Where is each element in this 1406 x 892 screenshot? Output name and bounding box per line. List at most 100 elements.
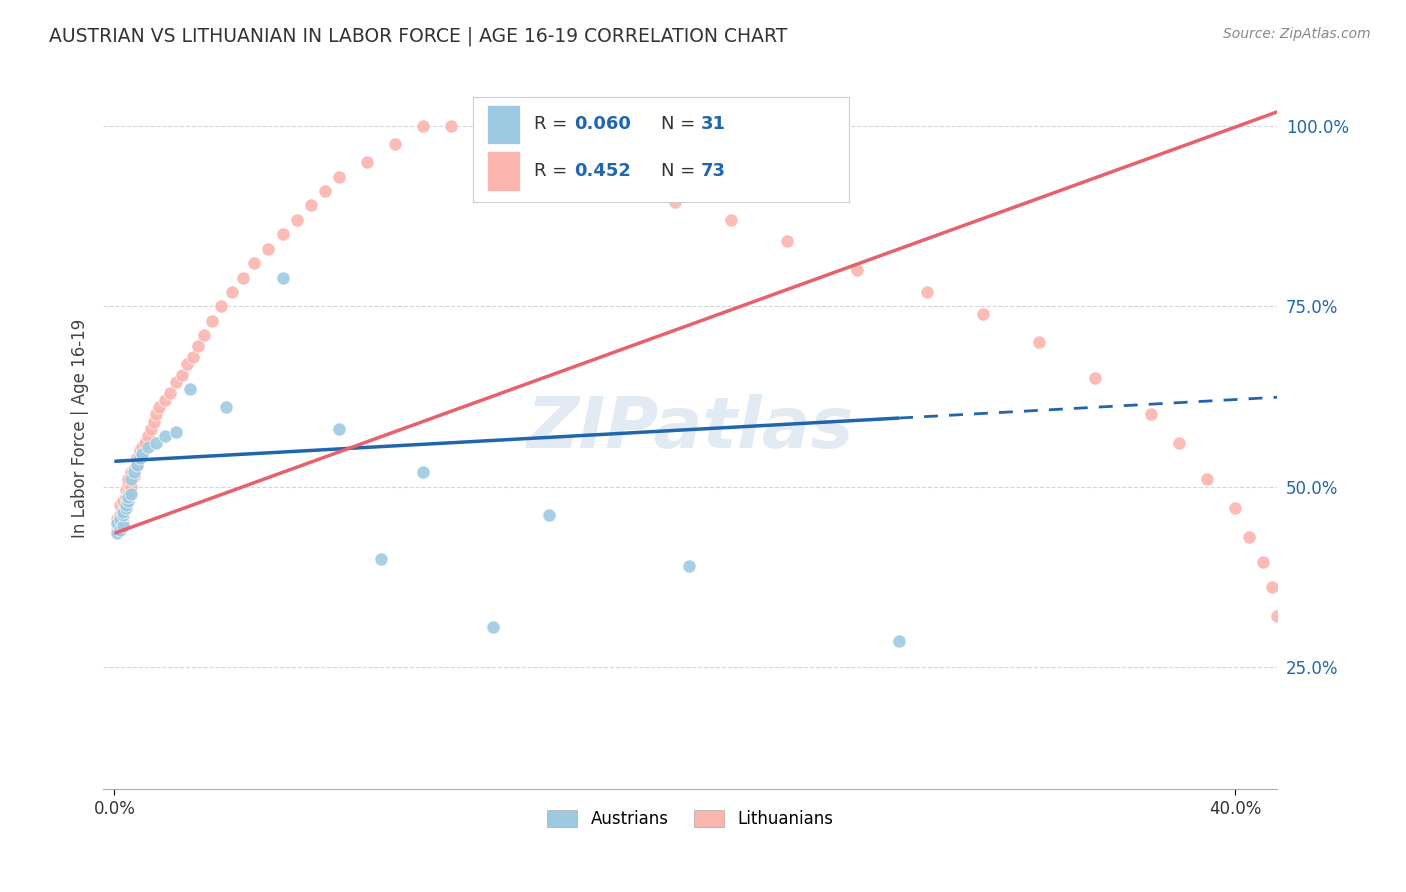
Point	[215, 401, 238, 415]
Point	[467, 119, 489, 133]
Point	[111, 494, 134, 508]
Point	[299, 198, 322, 212]
Point	[1084, 371, 1107, 385]
Point	[285, 212, 308, 227]
Point	[122, 461, 145, 475]
Point	[131, 440, 153, 454]
Text: 0.060: 0.060	[574, 115, 631, 134]
Point	[1239, 530, 1261, 544]
Point	[165, 425, 187, 440]
Point	[181, 350, 204, 364]
Point	[136, 429, 159, 443]
Point	[122, 465, 145, 479]
FancyBboxPatch shape	[486, 104, 520, 145]
Point	[108, 508, 131, 523]
Point	[915, 285, 938, 299]
Point	[117, 494, 139, 508]
Point	[384, 137, 406, 152]
Point	[139, 422, 162, 436]
Point	[114, 491, 136, 505]
Point	[328, 422, 350, 436]
Bar	[472, 97, 849, 202]
Point	[131, 447, 153, 461]
Point	[105, 526, 128, 541]
Point	[720, 212, 742, 227]
Point	[579, 162, 602, 177]
Text: AUSTRIAN VS LITHUANIAN IN LABOR FORCE | AGE 16-19 CORRELATION CHART: AUSTRIAN VS LITHUANIAN IN LABOR FORCE | …	[49, 27, 787, 46]
Point	[481, 620, 503, 634]
Point	[105, 512, 128, 526]
Text: ZIPatlas: ZIPatlas	[527, 394, 853, 463]
Point	[117, 475, 139, 490]
Point	[114, 483, 136, 497]
Point	[117, 487, 139, 501]
Point	[1140, 408, 1163, 422]
Point	[257, 242, 280, 256]
Point	[776, 235, 799, 249]
Point	[108, 512, 131, 526]
Point	[105, 523, 128, 537]
Point	[145, 408, 167, 422]
Point	[148, 401, 170, 415]
Point	[125, 458, 148, 472]
Point	[412, 465, 434, 479]
Point	[1261, 581, 1284, 595]
Text: 0.452: 0.452	[574, 162, 631, 180]
Point	[607, 177, 630, 191]
Point	[122, 468, 145, 483]
Point	[125, 450, 148, 465]
Point	[1028, 335, 1050, 350]
Legend: Austrians, Lithuanians: Austrians, Lithuanians	[541, 804, 839, 835]
Point	[105, 516, 128, 530]
Point	[664, 194, 686, 209]
Y-axis label: In Labor Force | Age 16-19: In Labor Force | Age 16-19	[72, 319, 89, 539]
Text: N =: N =	[661, 162, 702, 180]
Point	[108, 498, 131, 512]
Point	[1197, 472, 1219, 486]
Point	[114, 498, 136, 512]
Point	[108, 523, 131, 537]
Text: Source: ZipAtlas.com: Source: ZipAtlas.com	[1223, 27, 1371, 41]
Point	[153, 429, 176, 443]
Point	[125, 458, 148, 472]
Point	[314, 184, 336, 198]
Text: N =: N =	[661, 115, 702, 134]
Point	[128, 450, 150, 465]
Point	[134, 436, 156, 450]
Point	[678, 558, 700, 573]
Point	[1225, 501, 1247, 516]
Point	[111, 519, 134, 533]
Point	[117, 472, 139, 486]
Text: 73: 73	[700, 162, 725, 180]
Text: R =: R =	[534, 115, 574, 134]
Point	[128, 443, 150, 458]
Point	[271, 270, 294, 285]
Point	[1168, 436, 1191, 450]
Point	[370, 551, 392, 566]
Point	[111, 505, 134, 519]
Point	[142, 415, 165, 429]
Point	[111, 505, 134, 519]
Point	[1267, 609, 1289, 624]
Point	[328, 169, 350, 184]
Point	[108, 519, 131, 533]
Text: R =: R =	[534, 162, 574, 180]
Point	[136, 440, 159, 454]
Point	[120, 487, 142, 501]
Point	[120, 472, 142, 486]
Point	[176, 357, 198, 371]
Point	[153, 392, 176, 407]
Point	[1253, 555, 1275, 569]
Point	[523, 134, 546, 148]
Point	[440, 119, 463, 133]
FancyBboxPatch shape	[486, 152, 520, 191]
Point	[111, 516, 134, 530]
Point	[145, 436, 167, 450]
Point	[114, 501, 136, 516]
Point	[221, 285, 243, 299]
Point	[887, 634, 910, 648]
Point	[846, 263, 869, 277]
Point	[243, 256, 266, 270]
Point	[170, 368, 193, 382]
Point	[165, 375, 187, 389]
